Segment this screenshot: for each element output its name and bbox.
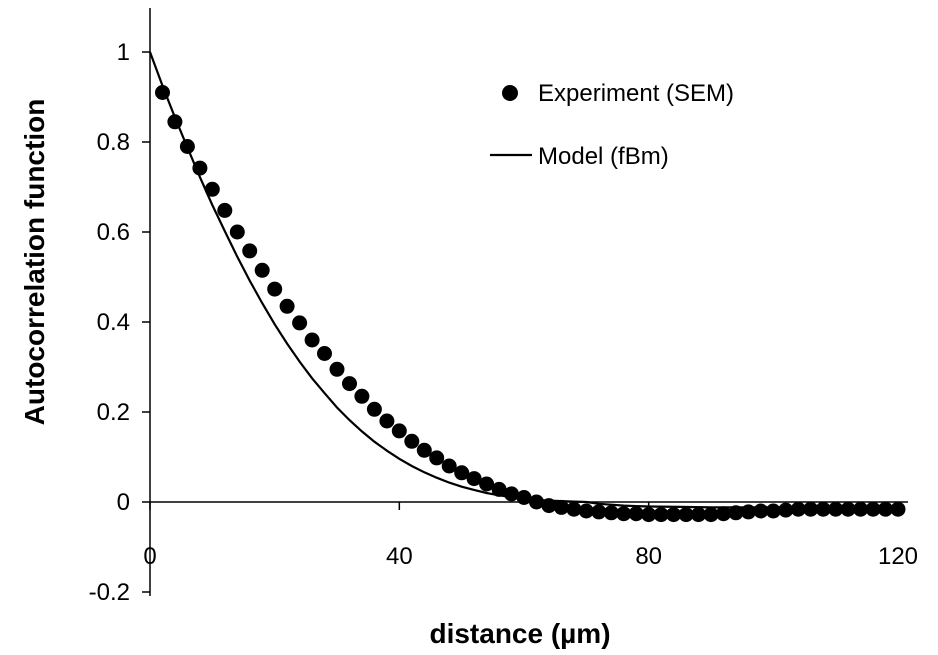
data-point-experiment <box>441 458 457 474</box>
data-point-experiment <box>304 332 320 348</box>
data-point-experiment <box>466 471 482 487</box>
plot-area: 1 0.8 0.6 0.4 0.2 0 -0.2 0 40 80 120 <box>89 8 918 606</box>
data-point-experiment <box>242 243 258 259</box>
data-point-experiment <box>491 481 507 497</box>
data-point-experiment <box>354 388 370 404</box>
data-point-experiment <box>279 298 295 314</box>
data-point-experiment <box>229 224 245 240</box>
data-point-experiment <box>391 423 407 439</box>
data-point-experiment <box>753 503 769 519</box>
data-point-experiment <box>641 507 657 523</box>
data-point-experiment <box>404 433 420 449</box>
x-tick-label: 120 <box>878 543 918 570</box>
legend-marker-experiment <box>502 85 518 101</box>
data-point-experiment <box>840 501 856 517</box>
data-point-experiment <box>653 507 669 523</box>
data-point-experiment <box>342 376 357 392</box>
y-axis-ticks: 1 0.8 0.6 0.4 0.2 0 -0.2 <box>89 39 150 606</box>
data-point-experiment <box>516 490 532 505</box>
data-point-experiment <box>429 450 445 466</box>
data-point-experiment <box>890 501 906 517</box>
data-point-experiment <box>416 442 432 458</box>
data-point-experiment <box>553 499 569 515</box>
data-point-experiment <box>179 139 195 154</box>
data-point-experiment <box>329 361 345 377</box>
data-point-experiment <box>716 506 731 522</box>
data-point-experiment <box>317 346 332 361</box>
data-point-experiment <box>167 114 183 130</box>
data-point-experiment <box>815 501 831 517</box>
data-point-experiment <box>790 501 806 517</box>
data-point-experiment <box>828 501 844 517</box>
data-point-experiment <box>603 505 619 521</box>
data-point-experiment <box>217 202 233 218</box>
y-tick-label: 0 <box>117 489 130 516</box>
data-point-experiment <box>853 501 869 517</box>
data-point-experiment <box>865 501 881 517</box>
data-point-experiment <box>454 465 470 481</box>
data-point-experiment <box>292 315 308 331</box>
legend-label-experiment: Experiment (SEM) <box>538 80 734 107</box>
legend: Experiment (SEM) Model (fBm) <box>490 80 734 170</box>
data-point-experiment <box>254 262 270 278</box>
data-point-experiment <box>204 181 220 197</box>
series-points-experiment <box>155 85 906 523</box>
data-point-experiment <box>192 160 208 176</box>
data-point-experiment <box>728 505 744 521</box>
x-axis-ticks: 0 40 80 120 <box>143 502 918 570</box>
data-point-experiment <box>479 476 495 492</box>
x-tick-label: 40 <box>386 543 413 570</box>
data-point-experiment <box>740 504 756 520</box>
legend-label-model: Model (fBm) <box>538 143 669 170</box>
y-axis-title: Autocorrelation function <box>19 99 50 426</box>
data-point-experiment <box>803 501 819 517</box>
y-tick-label: 0.2 <box>97 399 130 426</box>
data-point-experiment <box>504 486 519 502</box>
y-tick-label: 1 <box>117 39 130 66</box>
data-point-experiment <box>628 506 644 522</box>
data-point-experiment <box>267 281 283 297</box>
data-point-experiment <box>616 506 632 522</box>
data-point-experiment <box>691 507 706 523</box>
x-tick-label: 0 <box>143 543 156 570</box>
data-point-experiment <box>591 504 607 520</box>
data-point-experiment <box>566 501 582 517</box>
y-tick-label: 0.4 <box>97 309 130 336</box>
data-point-experiment <box>703 507 719 523</box>
data-point-experiment <box>678 507 694 523</box>
x-axis-title: distance (µm) <box>429 618 610 649</box>
data-point-experiment <box>666 507 682 523</box>
data-point-experiment <box>529 494 544 510</box>
data-point-experiment <box>541 498 557 514</box>
data-point-experiment <box>778 502 794 518</box>
data-point-experiment <box>878 501 893 517</box>
data-point-experiment <box>765 503 781 519</box>
data-point-experiment <box>366 401 382 417</box>
y-tick-label: 0.8 <box>97 129 130 156</box>
y-tick-label: 0.6 <box>97 219 130 246</box>
data-point-experiment <box>379 413 395 429</box>
data-point-experiment <box>155 85 170 100</box>
series-line-model <box>148 51 898 509</box>
x-tick-label: 80 <box>635 543 662 570</box>
y-tick-label: -0.2 <box>89 579 130 606</box>
data-point-experiment <box>578 503 594 519</box>
